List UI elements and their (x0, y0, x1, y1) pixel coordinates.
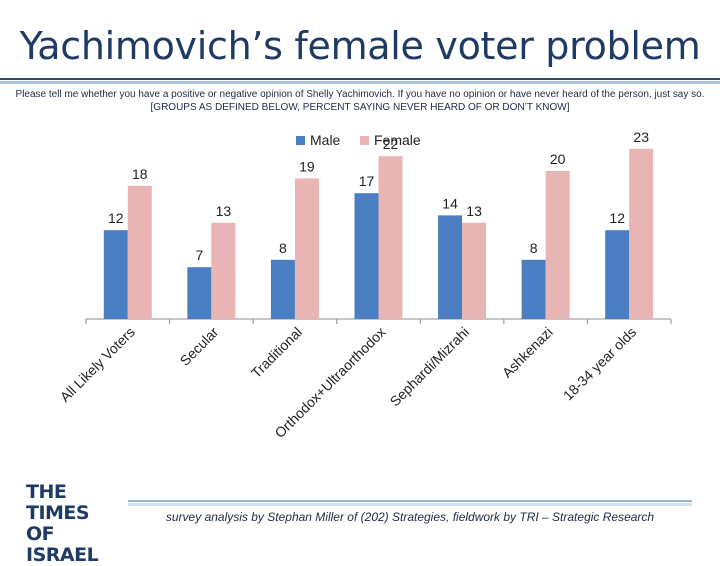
logo-line-1: THE TIMES (26, 481, 90, 524)
data-label-female-secular: 13 (216, 203, 232, 219)
data-label-female-ashkenazi: 20 (550, 151, 566, 167)
bar-female-secular (211, 222, 236, 319)
data-label-male-all-likely-voters: 12 (108, 210, 124, 226)
bar-female-orthodox-ultraorthodox (378, 156, 403, 319)
footer-credit: survey analysis by Stephan Miller of (20… (165, 510, 655, 524)
data-label-male-secular: 7 (195, 247, 203, 263)
data-label-male-traditional: 8 (279, 240, 287, 256)
data-label-male-18-34-year-olds: 12 (609, 210, 625, 226)
bar-male-secular (187, 267, 212, 319)
data-label-female-orthodox-ultraorthodox: 22 (383, 136, 399, 152)
bar-male-18-34-year-olds (605, 230, 630, 319)
data-label-female-all-likely-voters: 18 (132, 166, 148, 182)
category-label-all-likely-voters: All Likely Voters (57, 324, 138, 405)
survey-question: Please tell me whether you have a positi… (15, 89, 705, 113)
bar-female-ashkenazi (545, 171, 570, 319)
bar-chart: 12 7 8 17 14 8 12 18 13 19 22 13 20 23 All Likely Vote… (57, 129, 672, 441)
data-label-male-orthodox-ultraorthodox: 17 (359, 173, 375, 189)
footer-divider-accent (128, 503, 692, 506)
bar-female-traditional (294, 178, 319, 319)
bar-female-all-likely-voters (127, 185, 152, 319)
bar-male-sephardi-mizrahi (438, 215, 463, 319)
title-divider (0, 78, 720, 80)
legend-swatch-female (360, 136, 369, 145)
footer-divider (128, 500, 692, 502)
bar-female-18-34-year-olds (629, 148, 654, 319)
bar-female-sephardi-mizrahi (462, 222, 487, 319)
times-of-israel-logo: THE TIMES OF ISRAEL (26, 482, 126, 566)
category-label-ashkenazi: Ashkenazi (499, 324, 556, 381)
data-label-female-18-34-year-olds: 23 (633, 129, 649, 145)
data-label-female-sephardi-mizrahi: 13 (466, 203, 482, 219)
logo-line-2: OF ISRAEL (26, 523, 99, 566)
slide-title: Yachimovich’s female voter problem (19, 24, 701, 68)
category-label-secular: Secular (177, 324, 222, 369)
bar-male-ashkenazi (521, 259, 546, 319)
data-label-female-traditional: 19 (299, 158, 315, 174)
bar-male-orthodox-ultraorthodox (354, 193, 379, 319)
category-label-sephardi-mizrahi: Sephardi/Mizrahi (387, 324, 473, 410)
category-label-18-34-year-olds: 18-34 year olds (560, 324, 640, 404)
bar-male-traditional (270, 259, 295, 319)
bar-male-all-likely-voters (103, 230, 128, 319)
legend-label-female: Female (374, 132, 421, 148)
category-label-traditional: Traditional (248, 324, 305, 381)
title-divider-accent (0, 81, 720, 84)
legend-label-male: Male (310, 132, 341, 148)
data-label-male-sephardi-mizrahi: 14 (442, 195, 458, 211)
data-label-male-ashkenazi: 8 (530, 240, 538, 256)
legend-swatch-male (296, 136, 305, 145)
